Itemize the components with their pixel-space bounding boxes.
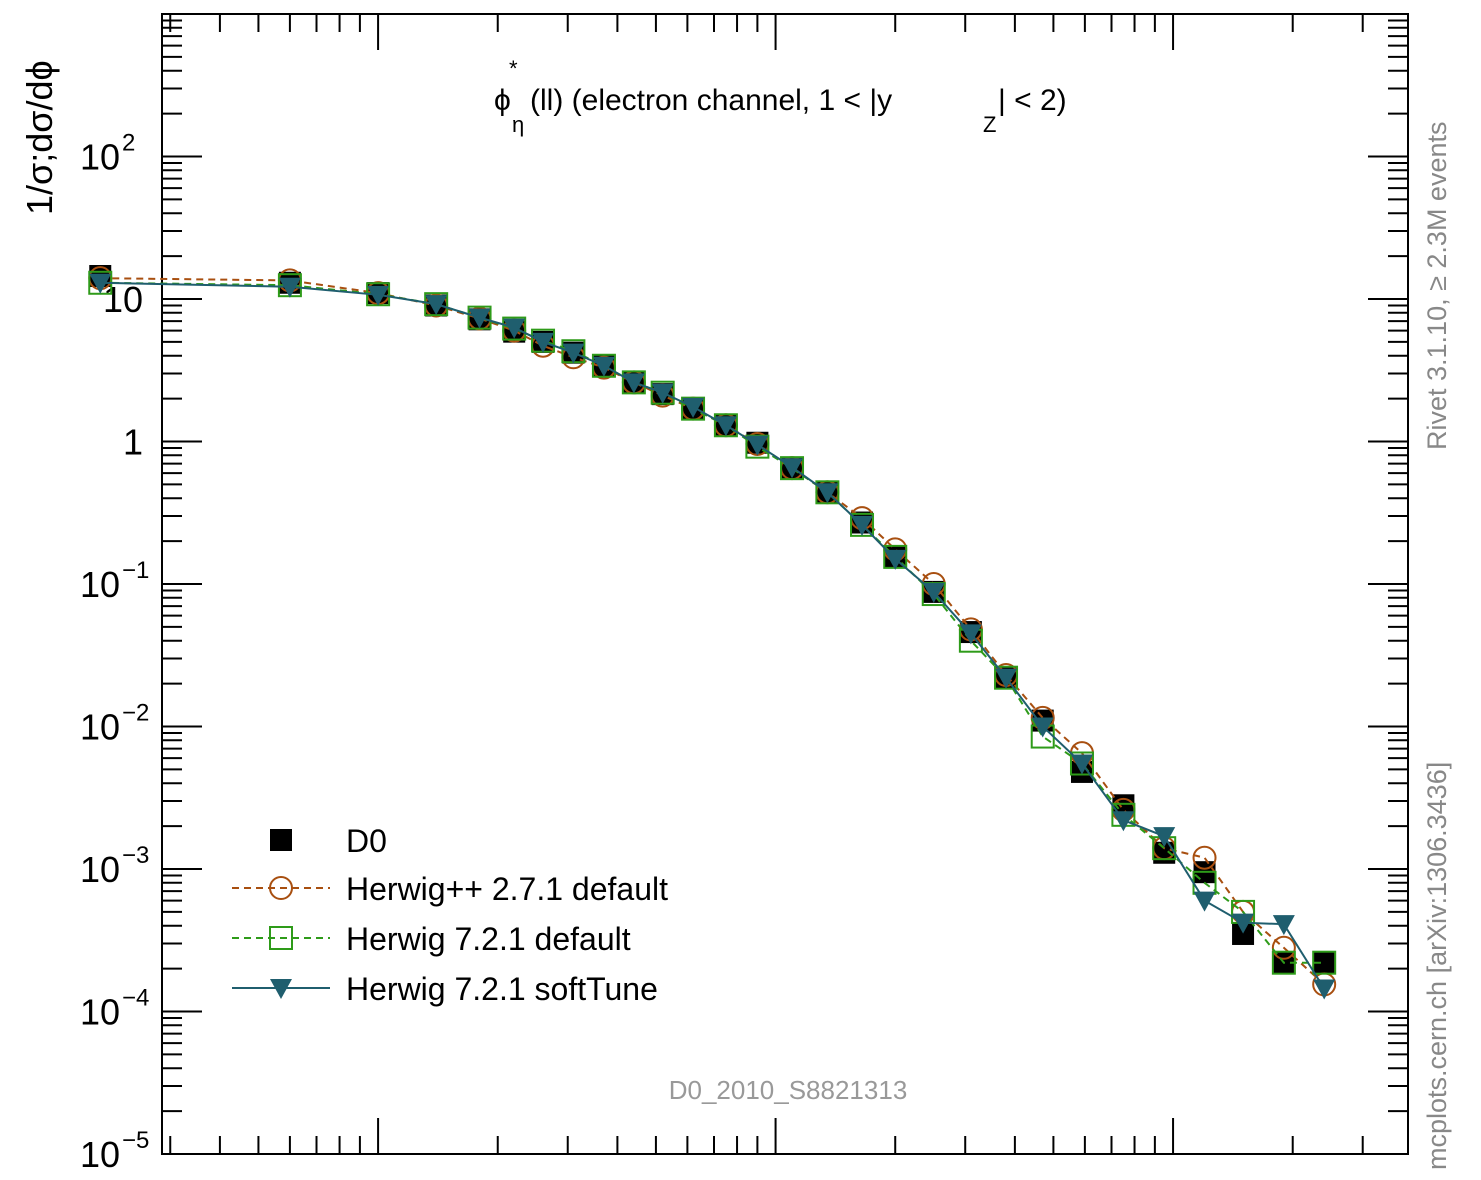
- data-point: [1153, 827, 1176, 848]
- data-point: [922, 582, 945, 603]
- data-point: [995, 668, 1018, 689]
- y-tick-label-base: 1: [123, 422, 143, 463]
- data-point: [278, 277, 301, 298]
- y-tick-label-base: 10: [80, 1134, 120, 1175]
- y-tick-label: 10 −4: [80, 985, 149, 1033]
- data-point: [780, 456, 805, 481]
- y-tick-label-exponent: −1: [122, 557, 149, 584]
- series-2: [88, 270, 1337, 975]
- y-tick-label-base: 10: [80, 992, 120, 1033]
- series-line: [100, 277, 1325, 986]
- legend-item-3: Herwig 7.2.1 softTune: [232, 971, 658, 1007]
- legend-label: Herwig 7.2.1 softTune: [346, 971, 658, 1007]
- y-tick-label: 10 2: [80, 130, 135, 178]
- data-point: [1192, 845, 1217, 870]
- data-point: [1112, 811, 1135, 832]
- legend-marker: [269, 876, 293, 900]
- y-tick-label-exponent: −3: [122, 842, 149, 869]
- legend-item-1: Herwig++ 2.7.1 default: [232, 871, 668, 907]
- y-tick-label-exponent: 2: [122, 130, 135, 157]
- data-point: [851, 515, 874, 536]
- title-eta: η: [512, 112, 524, 137]
- analysis-watermark: D0_2010_S8821313: [669, 1075, 908, 1105]
- legend-marker: [270, 829, 292, 851]
- title-star: *: [509, 56, 518, 81]
- y-tick-label: 10 −5: [80, 1127, 149, 1175]
- title-sub-z: Z: [983, 112, 996, 137]
- data-point: [1193, 891, 1216, 912]
- y-tick-label-base: 10: [80, 564, 120, 605]
- y-tick-label: 10 −1: [80, 557, 149, 605]
- x-axis-ticks: [169, 14, 1364, 1154]
- series-0: [89, 265, 1336, 974]
- data-point: [681, 396, 706, 421]
- data-point: [682, 397, 705, 418]
- y-tick-label-exponent: −2: [122, 700, 149, 727]
- data-point: [367, 285, 390, 306]
- data-point: [532, 332, 555, 353]
- series-layer: [88, 265, 1337, 1000]
- data-point: [745, 434, 770, 459]
- series-line: [100, 281, 1325, 964]
- data-point: [1271, 935, 1296, 960]
- data-point: [1313, 951, 1336, 974]
- data-point: [959, 624, 982, 645]
- data-point: [746, 435, 769, 456]
- y-axis-ticks: [162, 19, 1408, 1155]
- data-point: [1232, 922, 1255, 945]
- title-main: (ll) (electron channel, 1 < |y: [530, 84, 892, 117]
- data-point: [503, 318, 526, 339]
- y-tick-label: 10 −2: [80, 700, 149, 748]
- y-axis-title-main: 1/σ;dσ/dϕ: [19, 60, 60, 215]
- data-point: [816, 483, 839, 504]
- data-point: [714, 416, 737, 437]
- series-1: [88, 266, 1337, 997]
- data-point: [468, 308, 491, 329]
- legend-label: Herwig 7.2.1 default: [346, 921, 631, 957]
- data-point: [781, 458, 804, 479]
- data-point: [592, 356, 615, 377]
- rivet-version-label: Rivet 3.1.10, ≥ 2.3M events: [1422, 122, 1452, 450]
- y-tick-label: 10 −3: [80, 842, 149, 890]
- data-point: [1312, 950, 1337, 975]
- title-phi: ϕ: [494, 84, 511, 117]
- chart-title: ϕ * η (ll) (electron channel, 1 < |y Z |…: [494, 56, 1067, 137]
- data-point: [1070, 754, 1093, 775]
- legend: D0 Herwig++ 2.7.1 default Herwig 7.2.1 def…: [232, 823, 668, 1007]
- series-3: [89, 273, 1336, 1000]
- data-point: [1232, 913, 1255, 934]
- title-end: | < 2): [998, 84, 1067, 117]
- y-axis-title: 1/σ;dσ/dϕ η *: [19, 60, 60, 215]
- y-tick-label-base: 10: [80, 849, 120, 890]
- mcplots-source-label: mcplots.cern.ch [arXiv:1306.3436]: [1422, 762, 1452, 1170]
- data-point: [651, 383, 674, 404]
- data-point: [1272, 915, 1295, 936]
- data-point: [562, 343, 585, 364]
- y-tick-label-base: 10: [80, 137, 120, 178]
- legend-item-0: D0: [270, 823, 387, 859]
- data-point: [884, 549, 907, 570]
- legend-item-2: Herwig 7.2.1 default: [232, 921, 631, 957]
- data-point: [425, 295, 448, 316]
- data-point: [502, 316, 527, 341]
- data-point: [1271, 950, 1296, 975]
- series-line: [100, 281, 1326, 990]
- legend-marker: [270, 979, 292, 999]
- data-point: [622, 373, 645, 394]
- data-point: [89, 273, 112, 294]
- y-tick-label: 1: [123, 422, 143, 463]
- y-tick-label-base: 10: [80, 707, 120, 748]
- data-point: [1031, 717, 1054, 738]
- legend-label: D0: [346, 823, 387, 859]
- y-tick-label-exponent: −5: [122, 1127, 149, 1154]
- legend-label: Herwig++ 2.7.1 default: [346, 871, 668, 907]
- legend-marker: [269, 926, 293, 950]
- data-point: [1313, 979, 1336, 1000]
- y-tick-label-exponent: −4: [122, 985, 149, 1012]
